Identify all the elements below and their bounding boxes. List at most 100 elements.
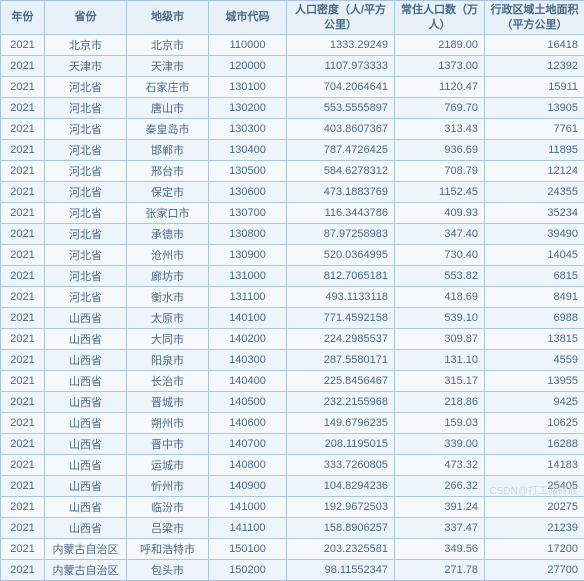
cell-code: 130500: [209, 161, 287, 182]
table-row: 2021山西省晋中市140700208.1195015339.0016288: [1, 434, 584, 455]
cell-city: 运城市: [127, 455, 209, 476]
cell-year: 2021: [1, 203, 45, 224]
cell-area: 8491: [485, 287, 584, 308]
cell-area: 35234: [485, 203, 584, 224]
cell-population: 1120.47: [395, 77, 485, 98]
cell-population: 131.10: [395, 350, 485, 371]
cell-province: 河北省: [45, 140, 127, 161]
cell-year: 2021: [1, 182, 45, 203]
cell-province: 山西省: [45, 371, 127, 392]
cell-province: 河北省: [45, 287, 127, 308]
cell-population: 418.69: [395, 287, 485, 308]
cell-city: 秦皇岛市: [127, 119, 209, 140]
table-row: 2021山西省晋城市140500232.2155968218.869425: [1, 392, 584, 413]
cell-population: 936.69: [395, 140, 485, 161]
table-row: 2021山西省大同市140200224.2985537309.8713815: [1, 329, 584, 350]
cell-code: 131100: [209, 287, 287, 308]
cell-area: 12124: [485, 161, 584, 182]
table-row: 2021河北省衡水市131100493.1133118418.698491: [1, 287, 584, 308]
cell-area: 21239: [485, 518, 584, 539]
table-row: 2021河北省张家口市130700116.3443786409.9335234: [1, 203, 584, 224]
cell-province: 山西省: [45, 476, 127, 497]
cell-city: 张家口市: [127, 203, 209, 224]
cell-area: 24355: [485, 182, 584, 203]
cell-density: 704.2064641: [287, 77, 395, 98]
cell-code: 130900: [209, 245, 287, 266]
cell-code: 140200: [209, 329, 287, 350]
cell-area: 13815: [485, 329, 584, 350]
cell-year: 2021: [1, 119, 45, 140]
cell-density: 403.8607367: [287, 119, 395, 140]
cell-code: 140500: [209, 392, 287, 413]
cell-city: 朔州市: [127, 413, 209, 434]
table-row: 2021山西省吕梁市141100158.8906257337.4721239: [1, 518, 584, 539]
cell-code: 120000: [209, 56, 287, 77]
cell-density: 1333.29249: [287, 35, 395, 56]
cell-city: 石家庄市: [127, 77, 209, 98]
table-header: 年份省份地级市城市代码人口密度（人/平方公里）常住人口数（万人）行政区域土地面积…: [1, 1, 584, 35]
table-row: 2021山西省长治市140400225.8456467315.1713955: [1, 371, 584, 392]
cell-province: 河北省: [45, 203, 127, 224]
cell-population: 730.40: [395, 245, 485, 266]
cell-year: 2021: [1, 245, 45, 266]
cell-year: 2021: [1, 287, 45, 308]
cell-density: 98.11552347: [287, 560, 395, 581]
cell-code: 140800: [209, 455, 287, 476]
cell-city: 邢台市: [127, 161, 209, 182]
cell-code: 141100: [209, 518, 287, 539]
table-row: 2021河北省邢台市130500584.6278312708.7912124: [1, 161, 584, 182]
cell-density: 158.8906257: [287, 518, 395, 539]
cell-city: 忻州市: [127, 476, 209, 497]
cell-city: 阳泉市: [127, 350, 209, 371]
cell-area: 12392: [485, 56, 584, 77]
cell-population: 349.56: [395, 539, 485, 560]
cell-year: 2021: [1, 371, 45, 392]
cell-city: 衡水市: [127, 287, 209, 308]
table-row: 2021山西省朔州市140600149.6796235159.0310625: [1, 413, 584, 434]
cell-population: 1152.45: [395, 182, 485, 203]
cell-area: 6815: [485, 266, 584, 287]
cell-province: 河北省: [45, 245, 127, 266]
cell-province: 山西省: [45, 350, 127, 371]
cell-population: 1373.00: [395, 56, 485, 77]
col-header-population: 常住人口数（万人）: [395, 1, 485, 35]
cell-city: 太原市: [127, 308, 209, 329]
cell-province: 河北省: [45, 182, 127, 203]
cell-city: 北京市: [127, 35, 209, 56]
table-row: 2021河北省沧州市130900520.0364995730.4014045: [1, 245, 584, 266]
cell-population: 309.87: [395, 329, 485, 350]
cell-province: 天津市: [45, 56, 127, 77]
cell-year: 2021: [1, 539, 45, 560]
cell-population: 315.17: [395, 371, 485, 392]
col-header-province: 省份: [45, 1, 127, 35]
cell-year: 2021: [1, 476, 45, 497]
cell-year: 2021: [1, 392, 45, 413]
cell-year: 2021: [1, 56, 45, 77]
cell-population: 708.79: [395, 161, 485, 182]
cell-population: 409.93: [395, 203, 485, 224]
cell-population: 473.32: [395, 455, 485, 476]
cell-code: 130100: [209, 77, 287, 98]
cell-density: 787.4726425: [287, 140, 395, 161]
col-header-code: 城市代码: [209, 1, 287, 35]
cell-density: 812.7065181: [287, 266, 395, 287]
cell-year: 2021: [1, 77, 45, 98]
cell-province: 山西省: [45, 434, 127, 455]
table-row: 2021河北省唐山市130200553.5555897769.7013905: [1, 98, 584, 119]
cell-code: 140400: [209, 371, 287, 392]
cell-city: 呼和浩特市: [127, 539, 209, 560]
cell-area: 13955: [485, 371, 584, 392]
cell-year: 2021: [1, 329, 45, 350]
cell-code: 130800: [209, 224, 287, 245]
table-row: 2021内蒙古自治区呼和浩特市150100203.2325581349.5617…: [1, 539, 584, 560]
cell-city: 晋城市: [127, 392, 209, 413]
cell-population: 218.86: [395, 392, 485, 413]
table-row: 2021河北省秦皇岛市130300403.8607367313.437761: [1, 119, 584, 140]
cell-province: 山西省: [45, 329, 127, 350]
cell-province: 内蒙古自治区: [45, 560, 127, 581]
cell-area: 4559: [485, 350, 584, 371]
cell-area: 16418: [485, 35, 584, 56]
cell-city: 唐山市: [127, 98, 209, 119]
table-row: 2021河北省保定市130600473.18837691152.4524355: [1, 182, 584, 203]
cell-area: 7761: [485, 119, 584, 140]
